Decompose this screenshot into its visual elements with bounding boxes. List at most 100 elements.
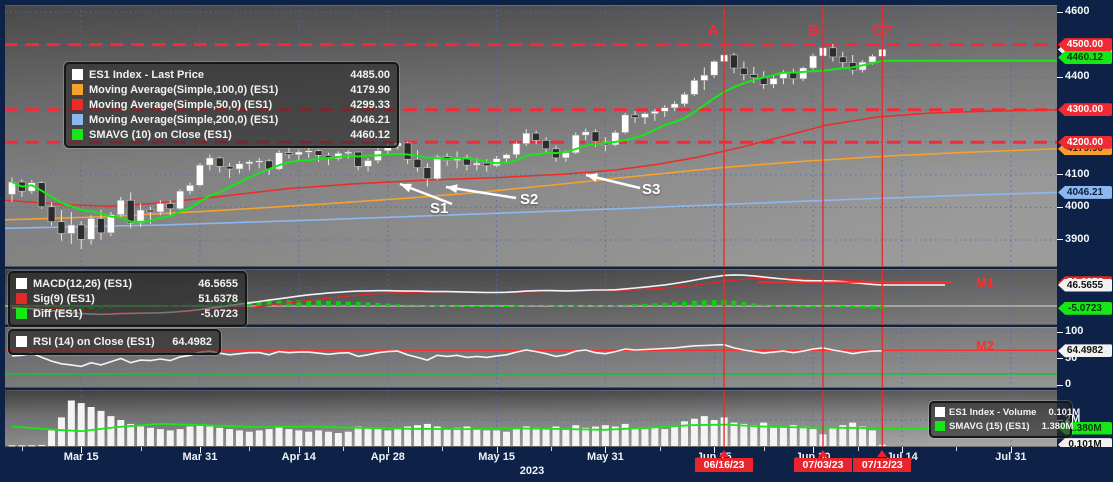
legend-label: Moving Average(Simple,100,0) (ES1)	[89, 83, 279, 96]
year-label: 2023	[519, 465, 545, 477]
axis-tick-mark	[1057, 239, 1063, 241]
event-date-badge: 06/16/23	[695, 458, 754, 472]
date-tick-mark	[199, 447, 201, 453]
ma-line	[5, 109, 1057, 207]
elliott-label-c: C?	[872, 22, 892, 39]
legend-value: 1.380M	[1041, 420, 1074, 432]
date-tick-mark	[714, 447, 716, 453]
date-minor-tick	[249, 447, 251, 451]
axis-tick: 4600	[1065, 5, 1090, 17]
date-tick-label: May 31	[587, 451, 624, 463]
axis-price-badge: 4200.00	[1058, 135, 1112, 149]
elliott-label-b: B	[808, 22, 819, 39]
legend-value: 4460.12	[350, 128, 390, 141]
axis-tick-mark	[1057, 358, 1063, 359]
date-tick-mark	[81, 447, 83, 453]
date-minor-tick	[763, 447, 765, 451]
legend-row: Moving Average(Simple,100,0) (ES1) 4179.9…	[72, 82, 390, 97]
legend-row: ES1 Index - Volume 0.101M	[935, 405, 1080, 419]
axis-tick-mark	[1057, 174, 1063, 176]
date-minor-tick	[343, 447, 345, 451]
legend-value: 64.4982	[172, 335, 212, 348]
price-legend[interactable]: ES1 Index - Last Price 4485.00 Moving Aver…	[64, 62, 399, 148]
date-tick-label: Apr 28	[370, 451, 405, 463]
legend-row: MACD(12,26) (ES1) 46.5655	[16, 276, 238, 291]
axis-tick: 4400	[1065, 70, 1090, 83]
series-swatch-icon	[935, 407, 945, 417]
event-date-badge: 07/03/23	[793, 458, 852, 472]
legend-label: Moving Average(Simple,50,0) (ES1)	[89, 98, 273, 111]
date-minor-tick	[551, 447, 552, 451]
legend-label: ES1 Index - Last Price	[89, 68, 204, 81]
event-marker-icon	[877, 450, 888, 457]
date-minor-tick	[956, 447, 958, 451]
legend-value: -5.0723	[200, 307, 238, 320]
ma-line	[5, 148, 1057, 221]
date-minor-tick	[22, 447, 24, 451]
date-tick-label: Mar 15	[63, 451, 99, 463]
date-tick-mark	[605, 447, 607, 453]
legend-row: RSI (14) on Close (ES1) 64.4982	[16, 334, 212, 349]
support-arrowhead	[400, 183, 412, 193]
date-tick-label: May 15	[478, 451, 515, 463]
legend-value: 4299.33	[350, 98, 390, 111]
legend-row: SMAVG (10) on Close (ES1) 4460.12	[72, 127, 390, 142]
series-swatch-icon	[16, 336, 27, 347]
axis-price-badge: -5.0723	[1058, 301, 1112, 315]
legend-row: SMAVG (15) (ES1) 1.380M	[935, 419, 1073, 433]
support-label-s3: S3	[642, 181, 661, 198]
volume-legend[interactable]: ES1 Index - Volume 0.101M SMAVG (15) (ES1)…	[929, 401, 1080, 438]
date-tick-mark	[813, 447, 815, 453]
volume-smavg-line	[11, 422, 935, 433]
axis-tick: 4100	[1065, 167, 1090, 180]
legend-row: Moving Average(Simple,200,0) (ES1) 4046.2…	[72, 112, 390, 127]
date-tick-mark	[387, 447, 389, 453]
legend-label: RSI (14) on Close (ES1)	[33, 335, 155, 348]
legend-value: 4179.90	[350, 83, 390, 96]
axis-tick-mark	[1057, 206, 1063, 208]
legend-label: ES1 Index - Volume	[949, 406, 1037, 418]
legend-label: SMAVG (15) (ES1)	[949, 420, 1030, 432]
axis-price-badge: 46.5655	[1058, 278, 1112, 292]
annotation-m2: M2	[976, 338, 995, 353]
date-minor-tick	[442, 447, 444, 451]
legend-row: ES1 Index - Last Price 4485.00	[72, 67, 390, 82]
legend-label: Moving Average(Simple,200,0) (ES1)	[89, 113, 279, 126]
date-tick-label: Jul 31	[995, 451, 1027, 463]
axis-price-badge: 4046.21	[1058, 185, 1112, 199]
support-arrow	[445, 185, 517, 200]
date-tick-mark	[902, 447, 904, 453]
axis-price-badge: 4500.00	[1058, 38, 1112, 52]
axis-tick: 4000	[1065, 200, 1090, 213]
axis-price-badge: 4460.12	[1058, 51, 1112, 65]
legend-label: Diff (ES1)	[33, 307, 83, 320]
elliott-label-a: A	[708, 22, 719, 39]
series-swatch-icon	[16, 293, 27, 304]
rsi-legend[interactable]: RSI (14) on Close (ES1) 64.4982	[8, 329, 221, 355]
series-swatch-icon	[72, 99, 83, 110]
series-swatch-icon	[72, 129, 83, 140]
axis-price-badge: 64.4982	[1058, 344, 1112, 358]
annotation-m1: M1	[976, 275, 995, 290]
series-swatch-icon	[72, 114, 83, 125]
date-tick-mark	[298, 447, 300, 453]
macd-legend[interactable]: MACD(12,26) (ES1) 46.5655 Sig(9) (ES1) 51.6…	[8, 271, 247, 327]
axis-tick: 100	[1065, 325, 1084, 337]
series-swatch-icon	[72, 84, 83, 95]
axis-tick: 0	[1065, 378, 1072, 390]
bottom-axis: 2023 Mar 15 Mar 31 Apr 14 Apr 28 May 15 May 3…	[0, 447, 1113, 482]
rsi-line	[11, 343, 883, 368]
legend-value: 46.5655	[198, 277, 238, 290]
support-label-s1: S1	[430, 200, 449, 217]
legend-row: Moving Average(Simple,50,0) (ES1) 4299.33	[72, 97, 390, 112]
series-swatch-icon	[16, 308, 27, 319]
date-tick-label: Apr 14	[281, 451, 316, 463]
axis-price-badge: 4300.00	[1058, 103, 1112, 117]
legend-value: 0.101M	[1048, 406, 1081, 418]
legend-label: SMAVG (10) on Close (ES1)	[89, 128, 232, 141]
ma-line	[5, 191, 1057, 230]
date-minor-tick	[659, 447, 661, 451]
legend-label: MACD(12,26) (ES1)	[33, 277, 133, 290]
date-tick-mark	[1010, 447, 1012, 453]
